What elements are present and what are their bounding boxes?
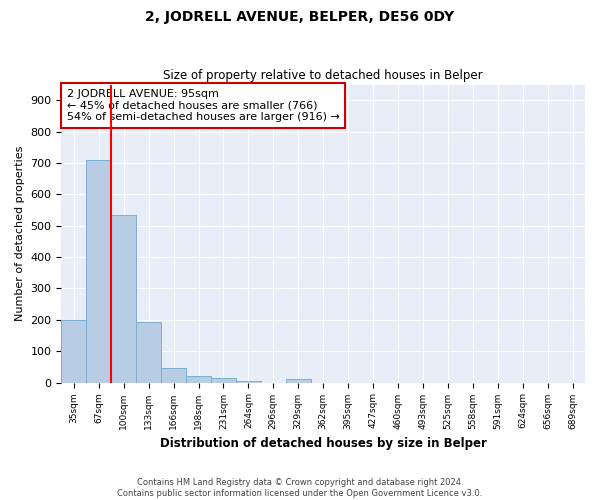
Y-axis label: Number of detached properties: Number of detached properties	[15, 146, 25, 322]
Text: Contains HM Land Registry data © Crown copyright and database right 2024.
Contai: Contains HM Land Registry data © Crown c…	[118, 478, 482, 498]
Bar	[211, 378, 236, 382]
Bar	[136, 322, 161, 382]
Bar	[61, 320, 86, 382]
Bar	[111, 214, 136, 382]
Bar	[236, 381, 261, 382]
X-axis label: Distribution of detached houses by size in Belper: Distribution of detached houses by size …	[160, 437, 487, 450]
Bar	[161, 368, 186, 382]
Bar	[86, 160, 111, 382]
Text: 2 JODRELL AVENUE: 95sqm
← 45% of detached houses are smaller (766)
54% of semi-d: 2 JODRELL AVENUE: 95sqm ← 45% of detache…	[67, 89, 340, 122]
Bar	[286, 380, 311, 382]
Title: Size of property relative to detached houses in Belper: Size of property relative to detached ho…	[163, 69, 483, 82]
Text: 2, JODRELL AVENUE, BELPER, DE56 0DY: 2, JODRELL AVENUE, BELPER, DE56 0DY	[145, 10, 455, 24]
Bar	[186, 376, 211, 382]
